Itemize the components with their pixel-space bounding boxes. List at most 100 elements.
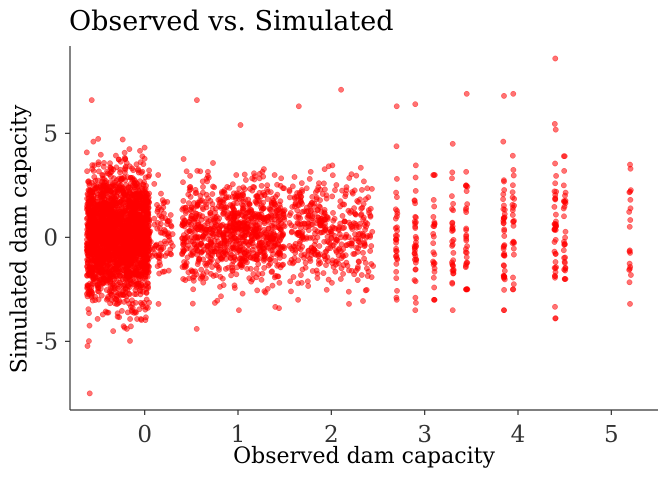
data-point (364, 273, 371, 279)
data-point (509, 240, 516, 246)
data-point (247, 186, 253, 192)
data-point (152, 242, 159, 249)
data-point (194, 167, 201, 174)
data-point (205, 173, 211, 179)
data-point (430, 240, 437, 247)
data-point (304, 253, 310, 259)
data-point (309, 234, 316, 241)
data-point (509, 212, 516, 218)
data-point (501, 206, 508, 213)
data-point (125, 274, 132, 281)
data-point (412, 174, 419, 181)
data-point (301, 220, 308, 227)
data-point (189, 300, 196, 307)
data-point (103, 268, 110, 274)
data-point (258, 182, 265, 189)
data-point (340, 262, 347, 268)
data-point (501, 307, 507, 314)
data-point (295, 103, 302, 110)
data-point (315, 184, 322, 191)
data-point (393, 275, 400, 282)
y-axis-label: Simulated dam capacity (7, 104, 33, 374)
data-point (159, 215, 165, 222)
data-point (449, 241, 456, 248)
data-point (114, 313, 121, 320)
data-point (274, 181, 280, 188)
data-point (103, 287, 110, 293)
data-point (86, 290, 93, 297)
data-point (327, 245, 334, 251)
data-point (626, 189, 633, 196)
data-point (218, 293, 224, 300)
data-point (314, 275, 321, 281)
data-point (346, 301, 352, 307)
data-point (449, 140, 456, 147)
data-point (84, 191, 91, 197)
data-point (238, 264, 245, 270)
data-point (268, 201, 275, 208)
data-point (105, 245, 112, 252)
data-point (186, 184, 193, 191)
data-point (324, 216, 331, 222)
data-point (348, 208, 355, 214)
data-point (552, 180, 559, 187)
data-point (110, 229, 117, 236)
data-point (190, 286, 197, 293)
data-point (552, 126, 559, 133)
data-point (243, 177, 249, 183)
data-point (553, 173, 559, 179)
data-point (265, 262, 272, 269)
data-point (151, 181, 158, 187)
data-point (156, 270, 163, 277)
data-point (197, 223, 203, 230)
data-point (187, 173, 193, 179)
data-point (627, 196, 634, 203)
data-point (86, 338, 92, 344)
data-point (106, 187, 113, 194)
data-point (179, 264, 186, 270)
data-point (315, 261, 322, 267)
data-point (232, 195, 239, 202)
data-point (298, 252, 305, 258)
data-point (412, 307, 419, 314)
data-point (290, 274, 297, 280)
data-point (248, 207, 255, 213)
data-point (134, 316, 140, 322)
data-point (431, 172, 437, 178)
data-point (242, 225, 249, 232)
data-point (141, 179, 147, 185)
data-point (500, 196, 506, 203)
data-point (146, 167, 152, 174)
data-point (393, 268, 400, 275)
data-point (510, 167, 517, 173)
data-point (247, 265, 254, 272)
data-point (364, 185, 371, 192)
data-point (112, 265, 118, 272)
data-point (117, 258, 123, 265)
data-point (463, 286, 470, 293)
data-point (86, 322, 93, 329)
data-point (268, 234, 275, 241)
data-point (249, 233, 255, 240)
data-point (109, 281, 116, 287)
data-point (180, 179, 186, 186)
data-point (278, 175, 285, 182)
data-point (141, 233, 147, 240)
data-point (364, 265, 370, 272)
data-point (627, 250, 633, 256)
data-point (627, 161, 633, 168)
data-point (331, 215, 338, 222)
data-point (166, 237, 173, 244)
data-point (204, 178, 210, 185)
data-point (200, 184, 206, 190)
data-point (305, 247, 312, 254)
data-point (102, 221, 109, 227)
data-point (129, 202, 135, 209)
data-point (256, 198, 263, 204)
data-point (304, 278, 311, 285)
data-point (101, 160, 107, 166)
data-point (212, 300, 218, 306)
data-point (431, 296, 437, 303)
data-point (394, 227, 400, 234)
